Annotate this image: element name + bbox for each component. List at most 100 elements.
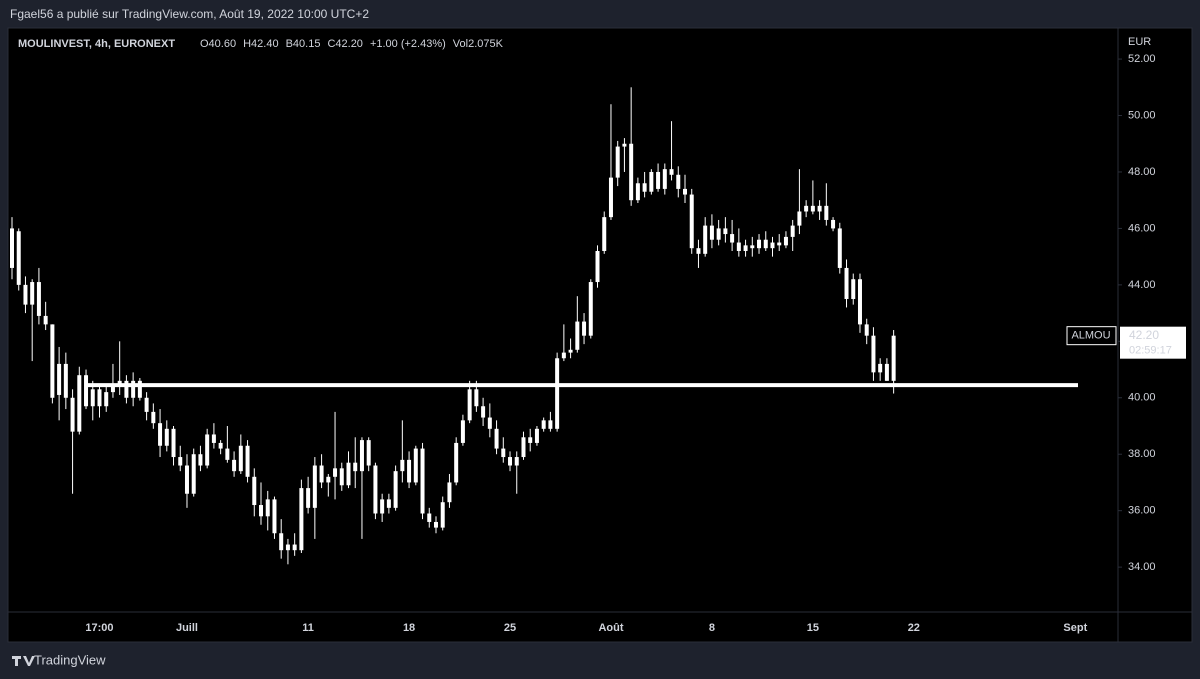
candle-body <box>548 420 553 429</box>
candle-body <box>184 465 189 494</box>
candle-body <box>757 239 762 249</box>
candle-body <box>191 454 196 494</box>
candle-body <box>272 499 277 534</box>
x-tick-label: Sept <box>1063 622 1087 634</box>
candle-body <box>373 465 378 514</box>
candle-body <box>77 375 82 432</box>
candle-body <box>218 442 223 449</box>
candle-body <box>521 437 526 458</box>
candle-body <box>137 380 142 398</box>
candle-body <box>407 459 412 483</box>
candle-body <box>763 239 768 249</box>
candle-body <box>696 248 701 254</box>
x-tick-label: Juill <box>176 622 198 634</box>
candle-body <box>252 476 257 506</box>
candle-body <box>736 242 741 252</box>
y-tick-label: 40.00 <box>1128 392 1156 404</box>
candle-body <box>211 434 216 443</box>
candle-body <box>299 488 304 551</box>
candle-body <box>427 513 432 522</box>
chart-area <box>7 27 1193 643</box>
candle-body <box>30 282 35 305</box>
candle-body <box>285 544 290 551</box>
candle-body <box>716 228 721 240</box>
candle-body <box>790 225 795 237</box>
candle-body <box>110 386 115 393</box>
candle-body <box>723 228 728 235</box>
candle-body <box>90 389 95 407</box>
candle-body <box>709 225 714 240</box>
line-label-box <box>1066 326 1117 346</box>
candle-body <box>359 440 364 472</box>
candle-body <box>400 459 405 472</box>
candle-body <box>683 188 687 195</box>
candle-body <box>164 428 169 446</box>
x-tick-label: 17:00 <box>85 622 113 634</box>
candle-body <box>366 440 371 466</box>
candle-body <box>23 284 28 305</box>
candle-body <box>891 335 896 381</box>
countdown: 02:59:17 <box>1129 345 1172 357</box>
candle-body <box>730 234 735 243</box>
symbol-info: MOULINVEST, 4h, EURONEXT <box>18 38 175 50</box>
candle-body <box>649 171 654 192</box>
candle-body <box>393 471 398 508</box>
candle-body <box>440 502 445 528</box>
candle-body <box>656 171 661 189</box>
candle-body <box>575 321 580 350</box>
y-tick-label: 36.00 <box>1128 505 1156 517</box>
candle-body <box>433 521 438 528</box>
candle-body <box>265 499 270 517</box>
candle-body <box>386 499 391 508</box>
candle-body <box>84 375 89 407</box>
legend-item: H42.40 <box>243 38 278 50</box>
publisher-line: Fgael56 a publié sur TradingView.com, Ao… <box>10 7 369 21</box>
candle-body <box>501 448 506 458</box>
candle-body <box>851 279 856 299</box>
candle-body <box>622 143 627 147</box>
candle-body <box>588 282 593 336</box>
candle-body <box>205 434 210 466</box>
legend-item: C42.20 <box>327 38 362 50</box>
candle-body <box>420 448 425 514</box>
candle-body <box>669 169 674 175</box>
candle-body <box>171 428 176 458</box>
x-tick-label: 11 <box>302 622 314 634</box>
candle-body <box>178 457 183 466</box>
candle-body <box>467 389 472 421</box>
candle-body <box>413 448 418 483</box>
candle-body <box>353 462 358 472</box>
candle-body <box>783 236 788 246</box>
candle-body <box>319 465 324 483</box>
candle-body <box>878 363 883 373</box>
price-tag-box <box>1120 326 1186 359</box>
candle-body <box>454 442 459 483</box>
candle-body <box>447 482 452 503</box>
candle-body <box>831 219 836 229</box>
x-tick-label: 15 <box>807 622 819 634</box>
candle-body <box>615 146 620 178</box>
candle-body <box>131 380 136 398</box>
candle-body <box>487 417 492 429</box>
candle-body <box>777 242 782 246</box>
candle-body <box>63 363 68 398</box>
legend-item: +1.00 (+2.43%) <box>370 38 446 50</box>
candle-body <box>57 363 62 395</box>
candle-body <box>534 428 539 443</box>
candle-body <box>16 231 21 285</box>
candle-body <box>225 448 230 460</box>
candle-body <box>837 228 842 268</box>
y-tick-label: 34.00 <box>1128 561 1156 573</box>
candle-body <box>555 358 560 429</box>
candle-body <box>662 169 667 189</box>
candle-body <box>232 459 237 472</box>
candle-body <box>871 335 876 373</box>
candle-body <box>541 420 546 429</box>
candle-body <box>602 217 607 252</box>
brand: TradingView <box>34 652 106 667</box>
y-tick-label: 52.00 <box>1128 53 1156 65</box>
candle-body <box>339 468 344 486</box>
candle-body <box>514 457 519 466</box>
candle-body <box>151 411 156 424</box>
x-tick-label: 22 <box>908 622 920 634</box>
